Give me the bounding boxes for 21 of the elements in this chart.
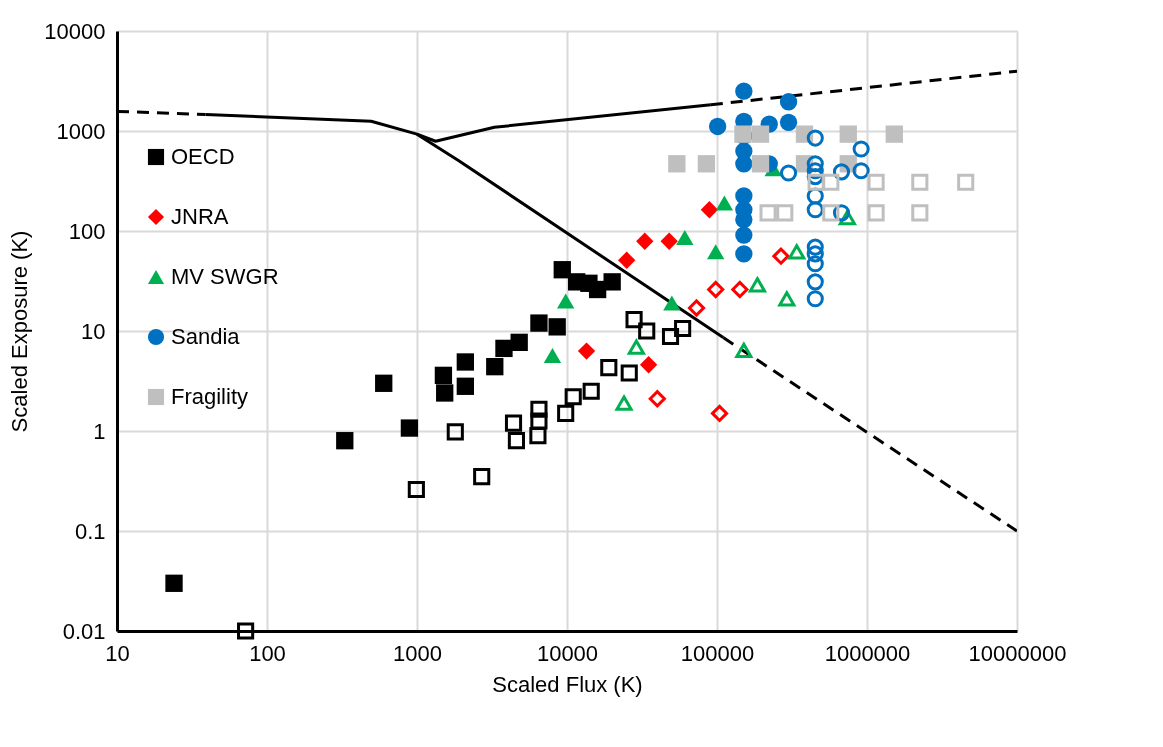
x-tick-label: 100000 bbox=[680, 640, 755, 666]
y-tick-label: 100 bbox=[68, 218, 106, 244]
y-tick-label: 0.01 bbox=[62, 618, 106, 644]
x-tick-label: 10000000 bbox=[968, 640, 1067, 666]
y-axis-title: Scaled Exposure (K) bbox=[7, 230, 33, 433]
x-tick-label: 1000000 bbox=[824, 640, 911, 666]
x-axis-title: Scaled Flux (K) bbox=[492, 671, 643, 697]
legend-label: MV SWGR bbox=[171, 264, 279, 289]
x-tick-label: 100 bbox=[249, 640, 286, 666]
y-tick-label: 1 bbox=[93, 418, 106, 444]
x-tick-label: 10 bbox=[105, 640, 130, 666]
y-tick-label: 10 bbox=[81, 318, 106, 344]
y-tick-label: 1000 bbox=[56, 118, 106, 144]
legend-label: Sandia bbox=[171, 324, 241, 349]
x-tick-label: 1000 bbox=[393, 640, 442, 666]
legend-label: JNRA bbox=[171, 204, 229, 229]
legend-label: Fragility bbox=[171, 384, 249, 409]
x-tick-label: 10000 bbox=[536, 640, 599, 666]
y-tick-label: 10000 bbox=[44, 18, 106, 44]
y-tick-label: 0.1 bbox=[74, 518, 106, 544]
legend-label: OECD bbox=[171, 144, 235, 169]
